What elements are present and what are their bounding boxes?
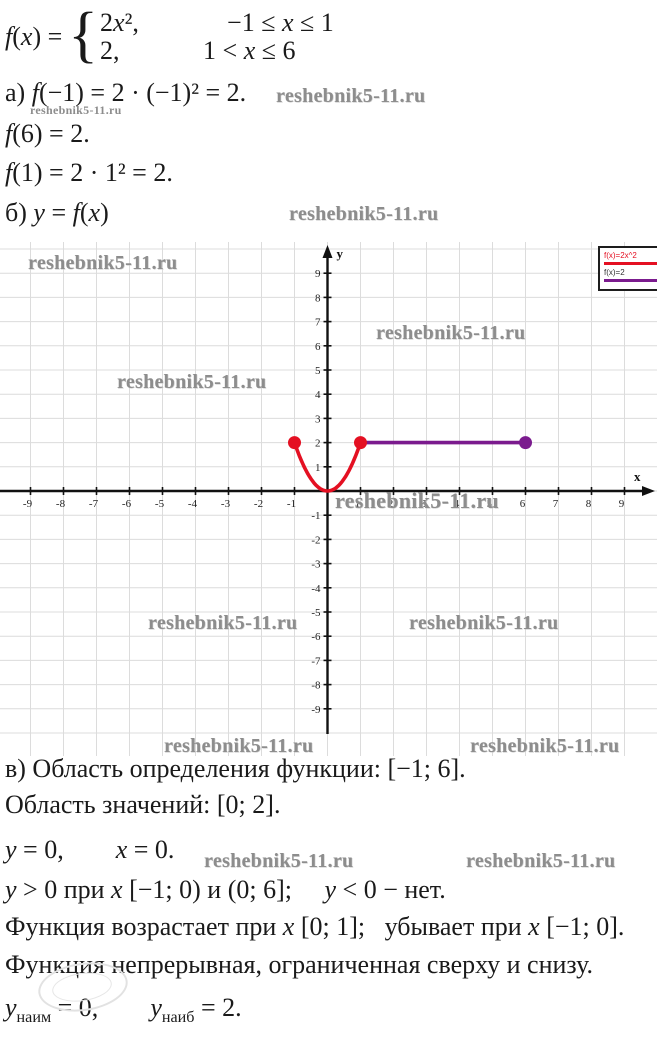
x-tick-label: -6 [122, 498, 132, 510]
y-tick-label: 1 [315, 462, 321, 474]
watermark: reshebnik5-11.ru [28, 252, 178, 274]
plot-legend: f(x)=2x^2 f(x)=2 [598, 246, 657, 292]
x-tick-label: 1 [355, 498, 361, 510]
line-sign-intervals: y > 0 при x [−1; 0) и (0; 6]; y < 0 − не… [5, 875, 446, 904]
x-tick-label: -8 [56, 498, 66, 510]
y-tick-label: -8 [311, 680, 321, 692]
piecewise-cond: 1 < x ≤ 6 [203, 36, 296, 65]
piecewise-row: 2, 1 < x ≤ 6 [100, 37, 334, 65]
line-monotonicity: Функция возрастает при x [0; 1]; убывает… [5, 912, 625, 941]
watermark: reshebnik5-11.ru [204, 850, 354, 872]
piecewise-expr: 2x², [100, 8, 139, 37]
x-tick-label: -2 [254, 498, 263, 510]
legend-swatch-parabola [604, 262, 657, 266]
watermark: reshebnik5-11.ru [289, 203, 439, 225]
line-range: Область значений: [0; 2]. [5, 790, 281, 819]
x-axis-arrow [642, 486, 655, 496]
x-tick-label: 3 [421, 498, 427, 510]
watermark: reshebnik5-11.ru [276, 85, 426, 107]
y-tick-label: 2 [315, 438, 321, 450]
x-tick-label: 8 [586, 498, 592, 510]
series-parabola [292, 440, 363, 493]
curly-brace: { [68, 1, 99, 69]
x-tick-label: -4 [188, 498, 198, 510]
watermark: reshebnik5-11.ru [470, 735, 620, 757]
y-tick-label: -3 [311, 559, 321, 571]
line-f-minus1: а) f(−1) = 2 · (−1)² = 2. [5, 78, 247, 107]
line-f6: f(6) = 2. [5, 119, 90, 148]
watermark: reshebnik5-11.ru [30, 103, 122, 117]
data-point [354, 436, 367, 450]
x-tick-label: 4 [454, 498, 460, 510]
watermark: reshebnik5-11.ru [466, 850, 616, 872]
line-zeros: y = 0, x = 0. [5, 835, 175, 864]
line-domain: в) Область определения функции: [−1; 6]. [5, 754, 466, 783]
piecewise-row: 2x², −1 ≤ x ≤ 1 [100, 9, 334, 37]
line-continuity: Функция непрерывная, ограниченная сверху… [5, 950, 594, 979]
y-tick-label: 6 [315, 341, 321, 353]
y-tick-label: -7 [311, 655, 321, 667]
watermark: reshebnik5-11.ru [376, 322, 526, 344]
y-tick-label: 5 [315, 365, 321, 377]
y-tick-label: 7 [315, 317, 321, 329]
y-axis-arrow [322, 245, 333, 258]
plot-svg: y x -9 -8 -7 -6 -5 -4 -3 -2 -1 1 2 3 4 5 6 7 8 9 -9 -8 -7 -6 -5 -… [0, 242, 657, 756]
stamp-artifact-inner [50, 969, 114, 1006]
x-tick-label: -1 [287, 498, 296, 510]
y-tick-label: 4 [315, 389, 321, 401]
x-tick-label: -9 [23, 498, 33, 510]
line-f1: f(1) = 2 · 1² = 2. [5, 158, 173, 187]
piecewise-expr: 2, [100, 36, 120, 65]
function-plot: y x -9 -8 -7 -6 -5 -4 -3 -2 -1 1 2 3 4 5 6 7 8 9 -9 -8 -7 -6 -5 -… [0, 242, 657, 756]
y-tick-label: -1 [311, 510, 320, 522]
y-tick-label: -4 [311, 583, 321, 595]
x-axis-label: x [634, 469, 641, 484]
y-axis-label: y [337, 246, 344, 261]
watermark: reshebnik5-11.ru [335, 488, 499, 513]
watermark: reshebnik5-11.ru [148, 612, 298, 634]
x-tick-label: 7 [553, 498, 559, 510]
y-tick-label: -9 [311, 704, 321, 716]
line-min-max: yнаим = 0, yнаиб = 2. [5, 993, 242, 1027]
data-point [288, 436, 301, 450]
y-tick-label: -2 [311, 534, 320, 546]
x-tick-label: 9 [619, 498, 625, 510]
piecewise-cond: −1 ≤ x ≤ 1 [227, 8, 334, 37]
x-tick-label: -5 [155, 498, 165, 510]
x-tick-label: 5 [487, 498, 493, 510]
y-tick-label: 9 [315, 268, 321, 280]
piecewise-function-definition: f(x) = { 2x², −1 ≤ x ≤ 1 2, 1 < x ≤ 6 [5, 1, 334, 69]
watermark: reshebnik5-11.ru [164, 735, 314, 757]
x-tick-label: -3 [221, 498, 231, 510]
y-tick-label: -5 [311, 607, 321, 619]
legend-label-constant: f(x)=2 [604, 268, 625, 278]
data-point [519, 436, 532, 450]
legend-label-parabola: f(x)=2x^2 [604, 251, 637, 260]
watermark: reshebnik5-11.ru [117, 371, 267, 393]
legend-swatch-constant [604, 279, 657, 283]
watermark: reshebnik5-11.ru [409, 612, 559, 634]
x-tick-label: -7 [89, 498, 99, 510]
function-lhs: f(x) = [5, 22, 63, 51]
x-tick-label: 2 [388, 498, 394, 510]
y-tick-label: 8 [315, 292, 321, 304]
piecewise-rows: 2x², −1 ≤ x ≤ 1 2, 1 < x ≤ 6 [100, 9, 334, 65]
x-tick-label: 6 [520, 498, 526, 510]
y-tick-label: -6 [311, 631, 321, 643]
line-part-b: б) y = f(x) [5, 198, 109, 227]
y-tick-label: 3 [315, 413, 321, 425]
